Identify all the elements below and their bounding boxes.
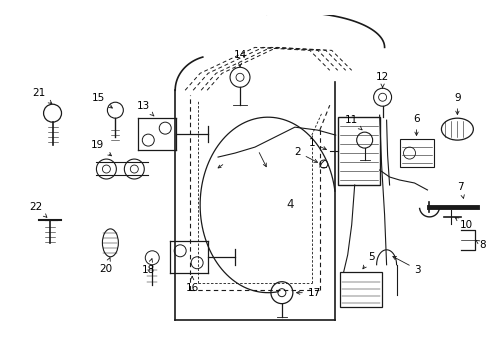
Text: 20: 20 [99, 258, 112, 274]
Text: 17: 17 [296, 288, 321, 298]
Text: 22: 22 [29, 202, 47, 217]
Text: 18: 18 [142, 258, 155, 275]
Text: 4: 4 [286, 198, 294, 211]
Text: 11: 11 [344, 115, 362, 130]
Text: 5: 5 [363, 252, 375, 269]
Text: 13: 13 [137, 101, 154, 116]
Text: 14: 14 [233, 50, 246, 67]
Text: 16: 16 [186, 276, 199, 293]
Text: 3: 3 [393, 257, 421, 275]
Text: 2: 2 [294, 147, 318, 162]
Text: 19: 19 [91, 140, 111, 156]
Text: 21: 21 [32, 88, 52, 104]
Text: 1: 1 [309, 138, 326, 150]
Text: 8: 8 [476, 240, 486, 250]
Text: 7: 7 [457, 182, 465, 198]
Text: 12: 12 [376, 72, 389, 88]
Text: 6: 6 [413, 114, 420, 135]
Text: 10: 10 [455, 217, 472, 230]
Text: 15: 15 [92, 93, 112, 108]
Text: 9: 9 [454, 93, 461, 114]
